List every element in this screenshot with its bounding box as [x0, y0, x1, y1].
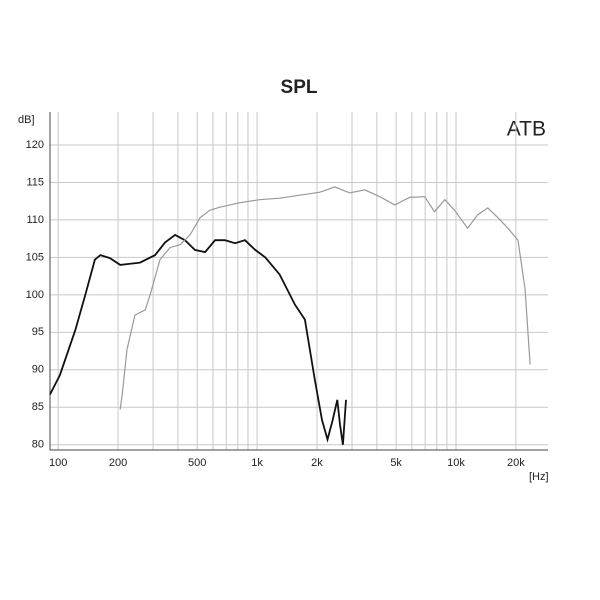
- x-tick-label: 10k: [447, 457, 465, 469]
- annotation: ATB: [507, 118, 546, 141]
- y-tick-label: 120: [26, 139, 44, 151]
- y-tick-label: 115: [26, 176, 44, 188]
- y-tick-label: 95: [32, 326, 44, 338]
- series-line: [119, 186, 531, 410]
- x-axis-label: [Hz]: [529, 471, 549, 483]
- x-tick-label: 2k: [311, 457, 323, 469]
- y-axis-label: dB]: [18, 114, 35, 126]
- chart-title: SPL: [281, 77, 318, 98]
- x-tick-label: 20k: [507, 457, 525, 469]
- x-tick-label: 5k: [390, 457, 402, 469]
- y-tick-label: 85: [32, 401, 44, 413]
- y-tick-label: 110: [26, 214, 44, 226]
- x-tick-label: 200: [109, 457, 127, 469]
- y-tick-label: 105: [26, 251, 44, 263]
- x-tick-label: 100: [49, 457, 67, 469]
- series-line: [49, 233, 347, 445]
- x-tick-label: 500: [188, 457, 206, 469]
- y-tick-label: 80: [32, 439, 44, 451]
- y-tick-label: 90: [32, 364, 44, 376]
- y-tick-label: 100: [26, 289, 44, 301]
- x-tick-label: 1k: [251, 457, 263, 469]
